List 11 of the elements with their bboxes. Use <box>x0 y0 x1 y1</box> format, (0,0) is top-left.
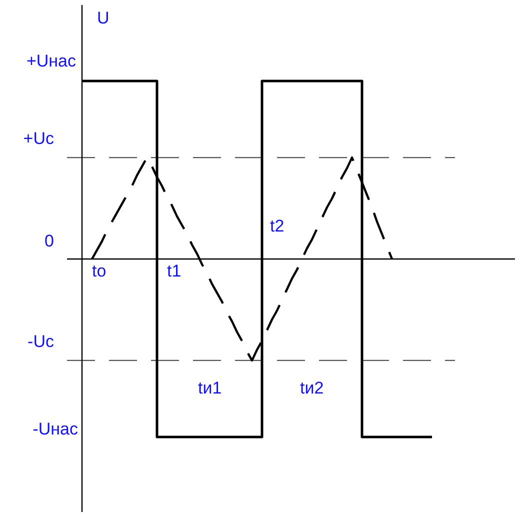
annotation: tи2 <box>300 378 324 398</box>
text: -Uнас <box>32 419 78 438</box>
y-axis-title: U <box>97 8 110 28</box>
annotation: tи1 <box>198 378 222 398</box>
text: +Uнас <box>26 51 76 70</box>
annotation: to <box>92 261 106 280</box>
annotation: t2 <box>270 216 284 236</box>
annotation: t1 <box>167 261 182 280</box>
ref-line-label: +Uc <box>23 129 54 148</box>
text: 0 <box>44 231 54 250</box>
ref-line-label: -Uc <box>28 332 54 351</box>
